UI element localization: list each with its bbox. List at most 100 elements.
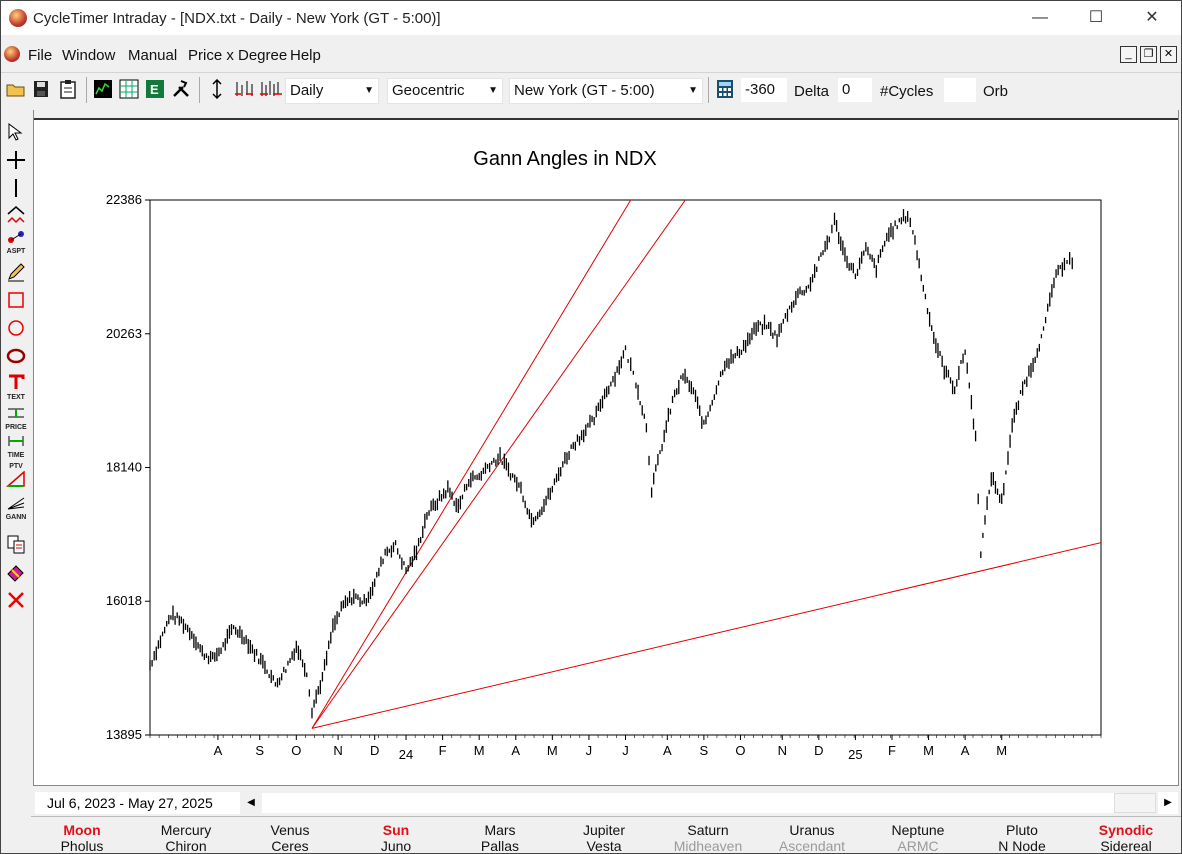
timezone-select[interactable]: New York (GT - 5:00) ▼: [509, 78, 703, 104]
maximize-button[interactable]: ☐: [1088, 9, 1104, 26]
menu-window[interactable]: Window: [62, 47, 116, 64]
circle-tool-icon[interactable]: [4, 318, 28, 342]
planet-primary-label: Mercury: [160, 822, 212, 838]
menu-price-x-degree[interactable]: Price x Degree: [188, 47, 288, 64]
vertical-scale-icon[interactable]: [207, 78, 227, 101]
vertical-line-tool-icon[interactable]: [4, 178, 28, 202]
chart-title: Gann Angles in NDX: [473, 148, 656, 170]
aspect-tool-icon[interactable]: ASPT: [4, 230, 28, 255]
planet-button-synodic[interactable]: Synodic Sidereal: [1081, 822, 1171, 854]
scroll-right-arrow-icon[interactable]: ▶: [1158, 792, 1178, 814]
eraser-tool-icon[interactable]: [4, 562, 28, 586]
x-tick-label: A: [511, 743, 520, 758]
rectangle-tool-icon[interactable]: [4, 290, 28, 314]
zigzag-tool-icon[interactable]: [4, 204, 28, 228]
title-bar: CycleTimer Intraday - [NDX.txt - Daily -…: [1, 1, 1181, 35]
time-tool-label: TIME: [7, 452, 25, 459]
y-tick-label: 20263: [106, 326, 142, 341]
orb-label: Orb: [983, 83, 1009, 100]
pointer-tool-icon[interactable]: [4, 122, 28, 146]
planet-secondary-label: Pallas: [480, 838, 520, 854]
drawing-tool-palette: ASPT TEXT PRICE TIME PTV GANN: [1, 116, 29, 816]
planet-selector-bar: Moon Pholus Mercury Chiron Venus Ceres Sun Juno…: [31, 816, 1181, 854]
planet-secondary-label: Sidereal: [1100, 838, 1152, 854]
bar-chart-compress-icon[interactable]: [233, 79, 253, 101]
save-icon[interactable]: [31, 79, 51, 101]
y-tick-label: 16018: [106, 593, 142, 608]
clipboard-icon[interactable]: [58, 79, 78, 101]
coordinate-select[interactable]: Geocentric ▼: [387, 78, 503, 104]
planet-secondary-label: ARMC: [897, 838, 939, 854]
excel-icon[interactable]: E: [145, 79, 165, 101]
planet-primary-label: Neptune: [891, 822, 945, 838]
ptv-tool-icon[interactable]: PTV: [4, 462, 28, 487]
toolbar-separator: [86, 77, 87, 103]
document-icon[interactable]: [4, 46, 20, 62]
delta-input[interactable]: 0: [838, 78, 872, 102]
x-tick-label: J: [622, 743, 629, 758]
x-tick-label: F: [439, 743, 447, 758]
period-select[interactable]: Daily ▼: [285, 78, 379, 104]
cycles-label: #Cycles: [880, 83, 934, 100]
x-tick-label: N: [333, 743, 342, 758]
scrollbar-thumb[interactable]: [1114, 793, 1156, 813]
planet-primary-label: Pluto: [1006, 822, 1038, 838]
tools-icon[interactable]: [171, 79, 191, 101]
minimize-button[interactable]: —: [1032, 9, 1048, 26]
planet-button-moon[interactable]: Moon Pholus: [37, 822, 127, 854]
planet-primary-label: Moon: [63, 822, 101, 838]
planet-button-venus[interactable]: Venus Ceres: [245, 822, 335, 854]
delta-label: Delta: [794, 83, 830, 100]
bar-chart-expand-icon[interactable]: [259, 79, 282, 101]
mdi-minimize-button[interactable]: _: [1120, 46, 1137, 63]
ellipse-tool-icon[interactable]: [4, 346, 28, 370]
offset-input[interactable]: -360: [741, 78, 787, 102]
gann-tool-icon[interactable]: GANN: [4, 496, 28, 521]
x-tick-label: D: [814, 743, 823, 758]
y-tick-label: 13895: [106, 727, 142, 742]
planet-primary-label: Venus: [270, 822, 310, 838]
copy-tool-icon[interactable]: [4, 534, 28, 558]
x-tick-label: M: [547, 743, 558, 758]
price-tool-icon[interactable]: PRICE: [4, 406, 28, 431]
time-tool-icon[interactable]: TIME: [4, 434, 28, 459]
planet-primary-label: Synodic: [1098, 822, 1154, 838]
menu-file[interactable]: File: [28, 47, 53, 64]
x-tick-label: A: [961, 743, 970, 758]
open-folder-icon[interactable]: [6, 79, 26, 101]
planet-button-saturn[interactable]: Saturn Midheaven: [663, 822, 753, 854]
delete-tool-icon[interactable]: [4, 590, 28, 614]
x-tick-label: M: [474, 743, 485, 758]
mdi-close-button[interactable]: ✕: [1160, 46, 1177, 63]
crosshair-tool-icon[interactable]: [4, 150, 28, 174]
gann-angle-line: [311, 200, 686, 729]
x-tick-label: D: [370, 743, 379, 758]
x-tick-label: O: [291, 743, 301, 758]
pencil-tool-icon[interactable]: [4, 262, 28, 286]
chart-icon[interactable]: [93, 79, 113, 101]
scroll-left-arrow-icon[interactable]: ◀: [247, 797, 255, 808]
window-title: CycleTimer Intraday - [NDX.txt - Daily -…: [33, 10, 441, 27]
x-tick-label: M: [923, 743, 934, 758]
planet-button-neptune[interactable]: Neptune ARMC: [873, 822, 963, 854]
planet-secondary-label: Ceres: [271, 838, 309, 854]
menu-help[interactable]: Help: [290, 47, 321, 64]
planet-button-mercury[interactable]: Mercury Chiron: [141, 822, 231, 854]
text-tool-icon[interactable]: TEXT: [4, 374, 28, 401]
planet-button-jupiter[interactable]: Jupiter Vesta: [559, 822, 649, 854]
planet-button-uranus[interactable]: Uranus Ascendant: [767, 822, 857, 854]
calculator-icon[interactable]: [715, 79, 735, 101]
planet-button-pluto[interactable]: Pluto N Node: [977, 822, 1067, 854]
close-button[interactable]: ✕: [1145, 9, 1159, 26]
mdi-restore-button[interactable]: ❐: [1140, 46, 1157, 63]
price-chart[interactable]: Gann Angles in NDX 22386 20263 18140 16018 1…: [35, 120, 1179, 785]
planet-button-sun[interactable]: Sun Juno: [351, 822, 441, 854]
horizontal-scrollbar[interactable]: [262, 793, 1114, 813]
menu-manual[interactable]: Manual: [128, 47, 178, 64]
cycles-input[interactable]: [944, 78, 976, 102]
x-tick-label: A: [214, 743, 223, 758]
planet-secondary-label: Chiron: [165, 838, 207, 854]
grid-icon[interactable]: [119, 79, 139, 101]
period-value: Daily: [290, 82, 324, 99]
planet-button-mars[interactable]: Mars Pallas: [455, 822, 545, 854]
